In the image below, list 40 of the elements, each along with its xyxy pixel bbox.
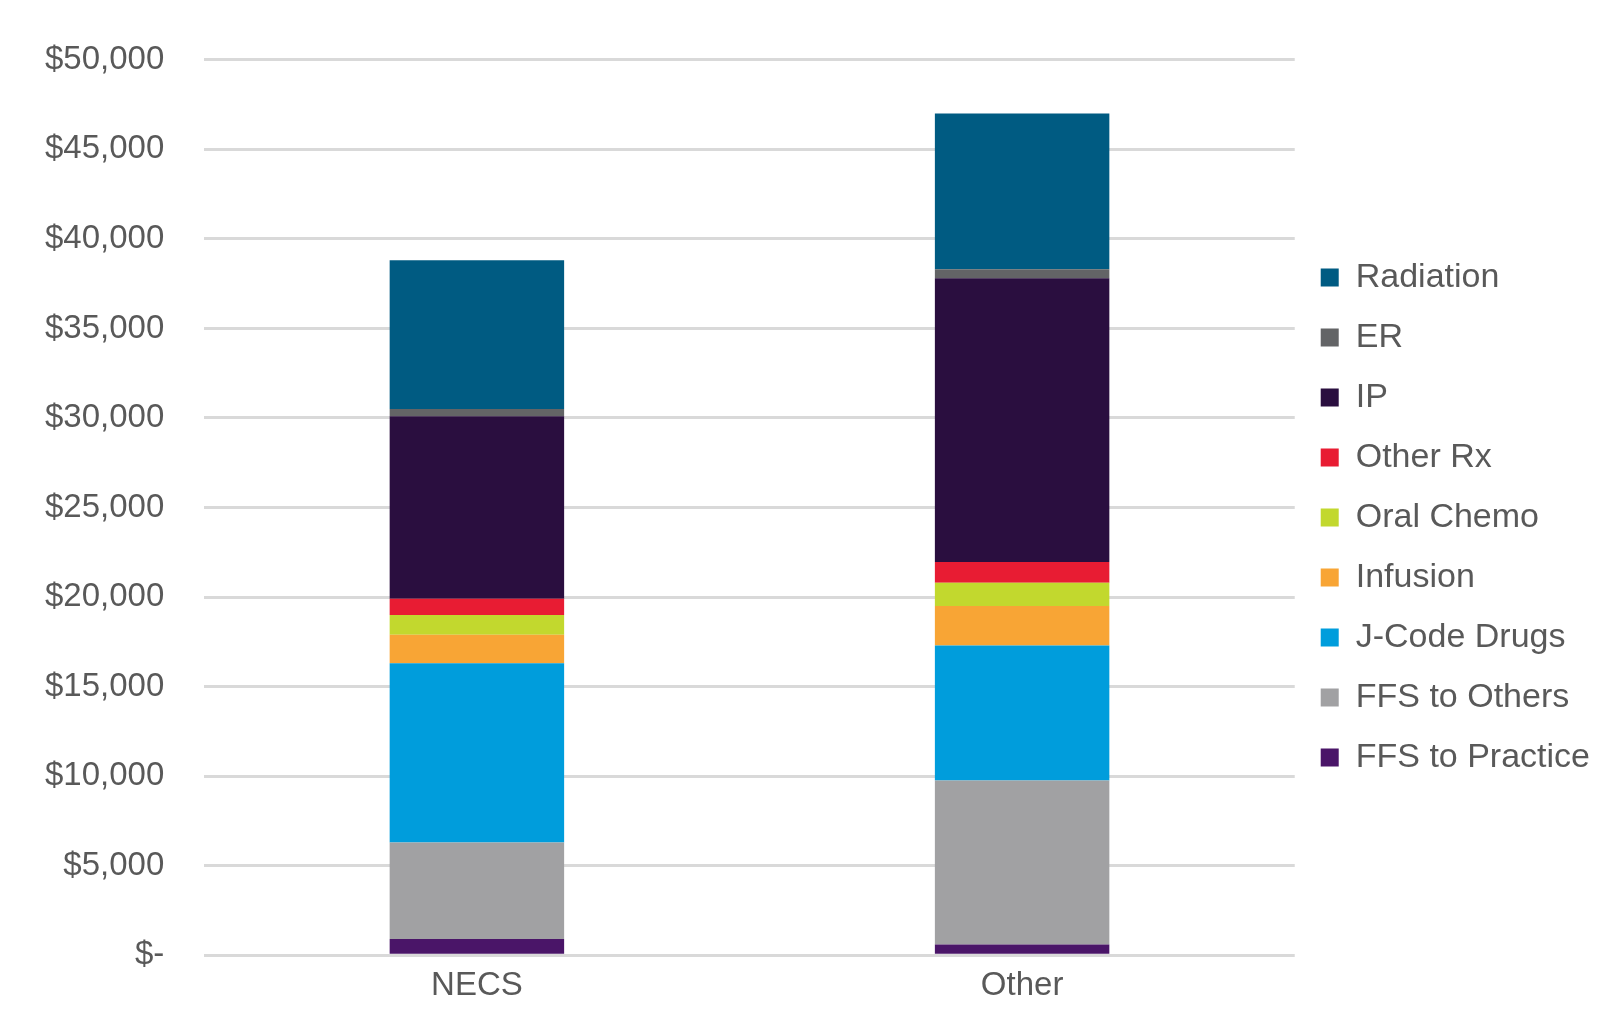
legend-label: FFS to Others — [1355, 675, 1570, 714]
bar — [934, 605, 1110, 646]
legend-label: Oral Chemo — [1355, 495, 1539, 534]
bar — [389, 598, 565, 615]
legend-label: Radiation — [1355, 255, 1500, 294]
bar — [934, 780, 1110, 945]
bar — [389, 260, 565, 410]
x-tick-label: Other — [980, 965, 1064, 1003]
bar — [934, 269, 1110, 279]
y-tick-label: $5,000 — [63, 844, 165, 882]
y-tick-label: $10,000 — [44, 755, 165, 793]
y-tick-label: $50,000 — [44, 38, 165, 76]
bar — [389, 416, 565, 599]
bar — [934, 582, 1110, 606]
legend-label: FFS to Practice — [1355, 735, 1590, 774]
y-tick-label: $25,000 — [44, 486, 165, 524]
bar — [934, 113, 1110, 270]
bar — [934, 944, 1110, 954]
bar — [389, 663, 565, 843]
bar — [389, 409, 565, 417]
y-tick-label: $40,000 — [44, 217, 165, 255]
legend-label: ER — [1355, 315, 1403, 354]
y-tick-label: $20,000 — [44, 576, 165, 614]
legend-label: Infusion — [1355, 555, 1475, 594]
bar — [934, 278, 1110, 563]
legend-label: Other Rx — [1355, 435, 1492, 474]
bar — [934, 562, 1110, 583]
y-tick-label: $15,000 — [44, 665, 165, 703]
bar — [389, 634, 565, 664]
y-tick-label: $45,000 — [44, 128, 165, 166]
y-tick-label: $30,000 — [44, 397, 165, 435]
y-tick-label: $- — [134, 934, 165, 972]
y-tick-label: $35,000 — [44, 307, 165, 345]
bar — [934, 645, 1110, 781]
bar — [389, 614, 565, 635]
bar — [389, 939, 565, 954]
legend-label: J-Code Drugs — [1355, 615, 1566, 654]
bar — [389, 842, 565, 940]
x-tick-label: NECS — [431, 965, 523, 1003]
legend-label: IP — [1355, 375, 1388, 414]
